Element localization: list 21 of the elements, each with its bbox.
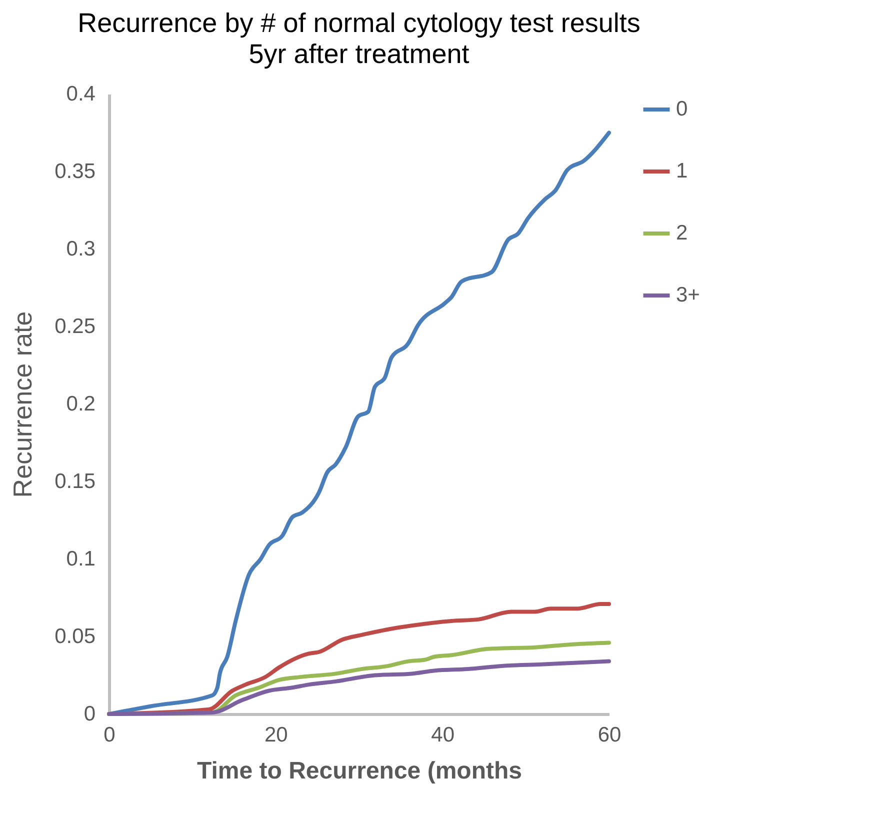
y-tick-label: 0.2 <box>66 392 96 416</box>
y-tick-label: 0.35 <box>54 160 96 183</box>
legend-label: 0 <box>676 98 688 120</box>
chart-subtitle: 5yr after treatment <box>248 39 470 69</box>
y-tick-label: 0.25 <box>54 315 96 338</box>
x-axis-title: Time to Recurrence (months <box>197 758 522 784</box>
legend-label: 1 <box>676 160 688 182</box>
legend-label: 2 <box>676 222 688 244</box>
y-tick-label: 0.05 <box>54 625 96 648</box>
y-axis-title: Recurrence rate <box>8 311 38 498</box>
x-tick-label: 20 <box>264 724 288 746</box>
y-tick-label: 0.1 <box>66 548 96 570</box>
chart-title: Recurrence by # of normal cytology test results <box>78 8 640 38</box>
x-tick-label: 40 <box>431 724 455 746</box>
legend-label: 3+ <box>676 284 700 306</box>
y-tick-label: 0.4 <box>66 82 96 106</box>
y-tick-label: 0.3 <box>66 238 96 260</box>
y-tick-label: 0.15 <box>54 470 96 493</box>
y-tick-label: 0 <box>84 702 96 726</box>
x-tick-label: 60 <box>598 724 622 746</box>
x-tick-label: 0 <box>104 724 116 746</box>
